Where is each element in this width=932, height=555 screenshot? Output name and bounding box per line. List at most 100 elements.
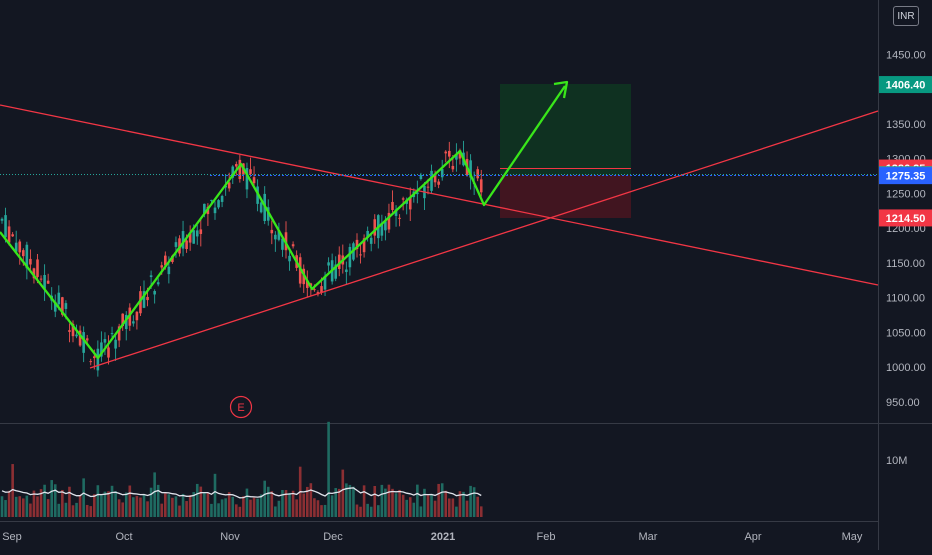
volume-bar bbox=[75, 502, 78, 517]
candle-body bbox=[153, 291, 156, 295]
volume-bar bbox=[128, 485, 132, 517]
price-tick-label: 1150.00 bbox=[886, 258, 925, 270]
candle-body bbox=[149, 275, 153, 278]
candle-body bbox=[252, 177, 256, 184]
candle-body bbox=[348, 247, 352, 268]
candle-body bbox=[18, 241, 22, 253]
volume-bar bbox=[213, 473, 217, 517]
volume-bar bbox=[96, 485, 100, 517]
support-trendline[interactable] bbox=[89, 110, 879, 369]
candle-body bbox=[238, 159, 242, 180]
horizontal-line-price-label bbox=[879, 167, 932, 185]
volume-bar bbox=[437, 483, 440, 517]
volume-bar bbox=[266, 486, 270, 517]
volume-bar bbox=[430, 493, 433, 517]
candle-body bbox=[192, 230, 195, 244]
volume-bar bbox=[284, 490, 288, 517]
time-tick-label: Nov bbox=[220, 531, 240, 543]
candle-body bbox=[469, 160, 472, 178]
time-tick-label: Mar bbox=[639, 531, 658, 543]
candle-body bbox=[345, 269, 348, 273]
volume-bar bbox=[220, 499, 224, 517]
candle-body bbox=[4, 215, 7, 238]
volume-bar bbox=[426, 495, 430, 517]
candle-body bbox=[355, 239, 359, 250]
volume-bar bbox=[68, 486, 71, 517]
time-axis[interactable]: Sep Oct Nov Dec 2021 Feb Mar Apr May bbox=[2, 531, 863, 543]
currency-badge[interactable]: INR bbox=[893, 6, 919, 26]
candle-body bbox=[185, 240, 188, 250]
volume-bar bbox=[249, 499, 252, 517]
candle-body bbox=[479, 179, 483, 193]
target-price-label-text: 1406.40 bbox=[886, 80, 926, 92]
volume-bar bbox=[259, 494, 263, 517]
candle-body bbox=[231, 166, 235, 178]
volume-bar bbox=[85, 504, 89, 517]
candle-body bbox=[11, 234, 14, 237]
volume-bar bbox=[313, 498, 316, 517]
candle-body bbox=[327, 262, 330, 266]
volume-bar bbox=[394, 493, 398, 517]
volume-bar bbox=[103, 491, 107, 517]
candle-body bbox=[373, 219, 377, 236]
volume-bar bbox=[178, 505, 181, 517]
volume-bar bbox=[330, 495, 334, 517]
time-tick-label: Apr bbox=[744, 531, 761, 543]
time-tick-label: Sep bbox=[2, 531, 22, 543]
candle-body bbox=[444, 151, 448, 154]
price-tick-label: 1250.00 bbox=[886, 188, 926, 200]
volume-bar bbox=[440, 483, 444, 517]
candle-body bbox=[369, 237, 373, 244]
volume-bar bbox=[43, 484, 46, 517]
candle-body bbox=[203, 203, 206, 214]
candle-body bbox=[43, 275, 46, 289]
volume-bar bbox=[210, 503, 213, 517]
volume-bar bbox=[110, 485, 114, 517]
volume-bar bbox=[107, 491, 110, 517]
candle-body bbox=[93, 356, 96, 359]
volume-bar bbox=[359, 506, 362, 517]
volume-bar bbox=[203, 492, 206, 517]
candle-body bbox=[210, 199, 213, 201]
resistance-trendline[interactable] bbox=[0, 104, 879, 286]
candle-body bbox=[89, 361, 93, 363]
volume-bar bbox=[444, 490, 448, 517]
candle-body bbox=[25, 244, 29, 269]
candle-body bbox=[426, 186, 430, 188]
candle-body bbox=[156, 282, 160, 285]
volume-bar bbox=[18, 496, 22, 517]
candle-body bbox=[7, 226, 11, 243]
zigzag-pattern[interactable] bbox=[0, 85, 566, 360]
candle-body bbox=[82, 332, 85, 353]
candle-body bbox=[146, 296, 149, 301]
volume-bar bbox=[288, 492, 291, 517]
volume-bar bbox=[412, 502, 416, 517]
volume-bar bbox=[199, 486, 203, 517]
candle-body bbox=[451, 165, 455, 170]
candle-body bbox=[274, 234, 277, 240]
price-axis[interactable]: 950.001000.001050.001100.001150.001200.0… bbox=[886, 49, 926, 409]
candle-body bbox=[121, 313, 124, 327]
candle-body bbox=[124, 314, 128, 330]
candle-body bbox=[85, 338, 89, 341]
earnings-marker[interactable] bbox=[229, 395, 253, 419]
candle-body bbox=[78, 330, 82, 346]
candle-body bbox=[96, 348, 100, 371]
candle-body bbox=[46, 280, 50, 284]
loss-zone[interactable] bbox=[500, 175, 631, 218]
candle-body bbox=[53, 301, 57, 312]
volume-bar bbox=[256, 498, 259, 517]
volume-bar bbox=[14, 496, 18, 517]
candle-body bbox=[309, 283, 313, 286]
candle-body bbox=[281, 238, 284, 250]
candle-body bbox=[114, 339, 117, 349]
profit-zone[interactable] bbox=[500, 84, 631, 175]
candle-body bbox=[100, 342, 103, 357]
volume-bar bbox=[124, 492, 128, 517]
candle-body bbox=[306, 280, 309, 288]
price-tick-label: 1450.00 bbox=[886, 49, 926, 61]
volume-bar bbox=[93, 494, 96, 517]
candle-body bbox=[188, 232, 192, 243]
